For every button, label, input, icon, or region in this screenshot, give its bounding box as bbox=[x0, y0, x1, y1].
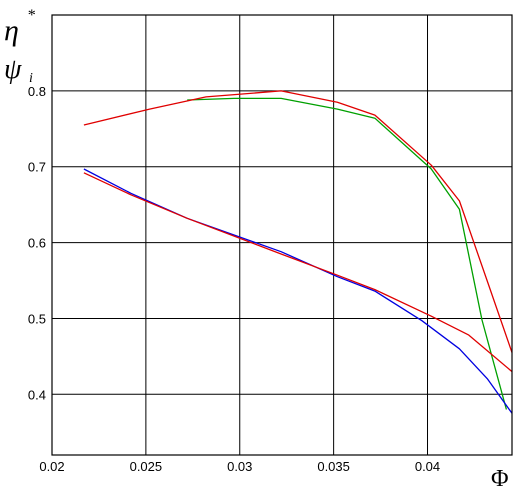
y-tick-label: 0.4 bbox=[28, 387, 46, 402]
series-line-1 bbox=[187, 97, 508, 410]
x-tick-label: 0.02 bbox=[39, 459, 64, 474]
grid bbox=[52, 15, 512, 455]
y-axis-label-eta: η bbox=[4, 14, 19, 47]
x-tick-label: 0.035 bbox=[317, 459, 350, 474]
y-axis-label-psi: ψ bbox=[4, 54, 22, 85]
x-tick-label: 0.04 bbox=[415, 459, 440, 474]
series-line-4 bbox=[83, 172, 513, 373]
x-axis-label: Φ bbox=[491, 466, 509, 492]
tick-labels: 0.02 0.025 0.03 0.035 0.04 0.4 0.5 0.6 0.7 0.8 bbox=[28, 84, 440, 474]
series-line-3 bbox=[83, 168, 513, 414]
y-tick-label: 0.8 bbox=[28, 84, 46, 99]
y-axis-label-eta-sup: * bbox=[27, 7, 35, 24]
x-tick-label: 0.03 bbox=[227, 459, 252, 474]
series-line-2 bbox=[83, 90, 513, 353]
plot-frame bbox=[51, 14, 513, 456]
y-tick-label: 0.5 bbox=[28, 311, 46, 326]
series-layer bbox=[83, 90, 513, 414]
y-axis-label-psi-sub: i bbox=[29, 71, 33, 86]
y-tick-label: 0.6 bbox=[28, 236, 46, 251]
x-tick-label: 0.025 bbox=[130, 459, 163, 474]
y-tick-label: 0.7 bbox=[28, 160, 46, 175]
